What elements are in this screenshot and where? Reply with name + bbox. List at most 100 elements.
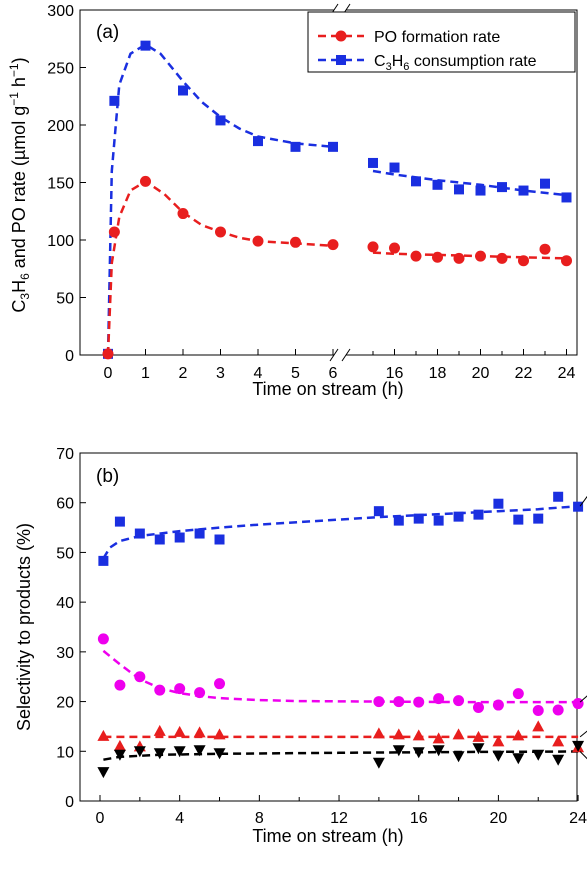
po-point — [134, 528, 145, 539]
po-point — [327, 239, 339, 251]
po-point — [373, 506, 384, 517]
ac-point — [552, 754, 565, 766]
ac-point — [532, 749, 545, 761]
aa-point — [97, 729, 110, 741]
legend-po-label: PO formation rate — [374, 29, 500, 46]
y-tick-label: 50 — [56, 545, 74, 562]
panel-a-legend: PO formation rate C3H6 consumption rate — [307, 11, 576, 73]
c3h6-point — [411, 176, 421, 187]
y-tick-label: 200 — [47, 118, 74, 135]
x-tick-label: 20 — [472, 365, 490, 382]
ac-point — [173, 746, 186, 758]
po-point — [496, 252, 508, 264]
panel-a: (a) 0 50 100 150 200 250 300 0 1 2 3 4 5 6 16 18 20 22 24… — [7, 3, 578, 399]
panel-a-y-axis: 0 50 100 150 200 250 300 — [47, 3, 86, 365]
panel-a-data-points — [102, 40, 572, 360]
aa-point — [113, 739, 126, 751]
po-label-leader — [579, 495, 587, 507]
po-point — [389, 242, 400, 254]
x-tick-label: 16 — [386, 365, 404, 382]
po-point — [539, 243, 551, 255]
ac-fit-line — [103, 750, 579, 761]
c3h6-point — [253, 136, 263, 147]
aa-point — [193, 726, 206, 738]
ac-point — [432, 745, 445, 757]
c3h6-fit-line — [106, 43, 334, 356]
pa-point — [97, 633, 109, 645]
x-tick-label: 24 — [569, 810, 587, 827]
ac-point — [512, 753, 525, 765]
panel-a-x-axis: 0 1 2 3 4 5 6 16 18 20 22 24 — [104, 349, 576, 382]
c3h6-point — [497, 182, 507, 193]
pa-point — [114, 679, 126, 691]
po-point — [140, 175, 151, 187]
po-point — [214, 534, 225, 545]
x-tick-label: 8 — [255, 810, 264, 827]
pa-point — [154, 684, 166, 696]
x-tick-label: 4 — [175, 810, 184, 827]
x-tick-label: 18 — [429, 365, 447, 382]
aa-point — [153, 724, 166, 736]
pa-label-leader — [579, 695, 587, 703]
x-tick-label: 4 — [254, 365, 263, 382]
ac-label-leader — [579, 751, 587, 760]
po-point — [174, 532, 185, 543]
c3h6-fit-line — [372, 169, 567, 197]
po-point — [475, 250, 486, 262]
pa-point — [433, 693, 445, 705]
pa-point — [214, 678, 226, 690]
c3h6-point — [518, 185, 529, 196]
po-point — [215, 226, 226, 238]
po-fit-line — [372, 251, 567, 260]
po-point — [108, 226, 120, 238]
y-tick-label: 20 — [56, 695, 74, 712]
po-point — [154, 534, 165, 545]
x-tick-label: 5 — [291, 365, 300, 382]
po-point — [194, 528, 205, 539]
aa-point — [412, 729, 425, 741]
pa-point — [373, 696, 385, 708]
panel-b-fit-curves — [102, 504, 579, 761]
pa-point — [174, 683, 186, 695]
ac-point — [452, 751, 465, 763]
y-tick-label: 300 — [47, 3, 74, 20]
po-point — [433, 515, 444, 526]
y-tick-label: 10 — [56, 744, 74, 761]
x-tick-label: 16 — [410, 810, 428, 827]
x-tick-label: 6 — [329, 365, 338, 382]
x-tick-label: 0 — [96, 810, 105, 827]
y-tick-label: 50 — [56, 291, 74, 308]
panel-b-series-labels: POPAAAAC — [579, 495, 587, 760]
legend-frame — [307, 11, 576, 73]
x-tick-label: 12 — [330, 810, 348, 827]
aa-point — [472, 730, 485, 742]
panel-a-fit-curves — [106, 43, 567, 356]
ac-point — [572, 740, 585, 752]
po-point — [367, 241, 379, 253]
c3h6-point — [368, 157, 378, 168]
x-tick-label: 20 — [490, 810, 508, 827]
c3h6-point — [140, 40, 151, 51]
legend-c3h6-label: C3H6 consumption rate — [374, 53, 537, 73]
ac-point — [372, 757, 385, 769]
c3h6-point — [540, 178, 550, 189]
po-point — [290, 236, 301, 248]
panel-b-y-axis-label: Selectivity to products (%) — [14, 523, 34, 731]
po-point — [493, 498, 504, 509]
ac-point — [97, 767, 110, 779]
po-point — [177, 208, 189, 220]
po-point — [513, 514, 524, 525]
x-tick-label: 1 — [141, 365, 150, 382]
x-tick-label: 2 — [179, 365, 188, 382]
c3h6-point — [475, 185, 486, 196]
c3h6-point — [389, 162, 400, 173]
y-tick-label: 250 — [47, 61, 74, 78]
pa-point — [453, 695, 465, 707]
pa-point — [512, 688, 524, 700]
panel-b-x-axis-label: Time on stream (h) — [252, 826, 403, 846]
aa-point — [512, 729, 525, 741]
y-tick-label: 150 — [47, 176, 74, 193]
ac-point — [492, 750, 505, 762]
ac-point — [213, 748, 226, 760]
c3h6-point — [290, 141, 301, 152]
